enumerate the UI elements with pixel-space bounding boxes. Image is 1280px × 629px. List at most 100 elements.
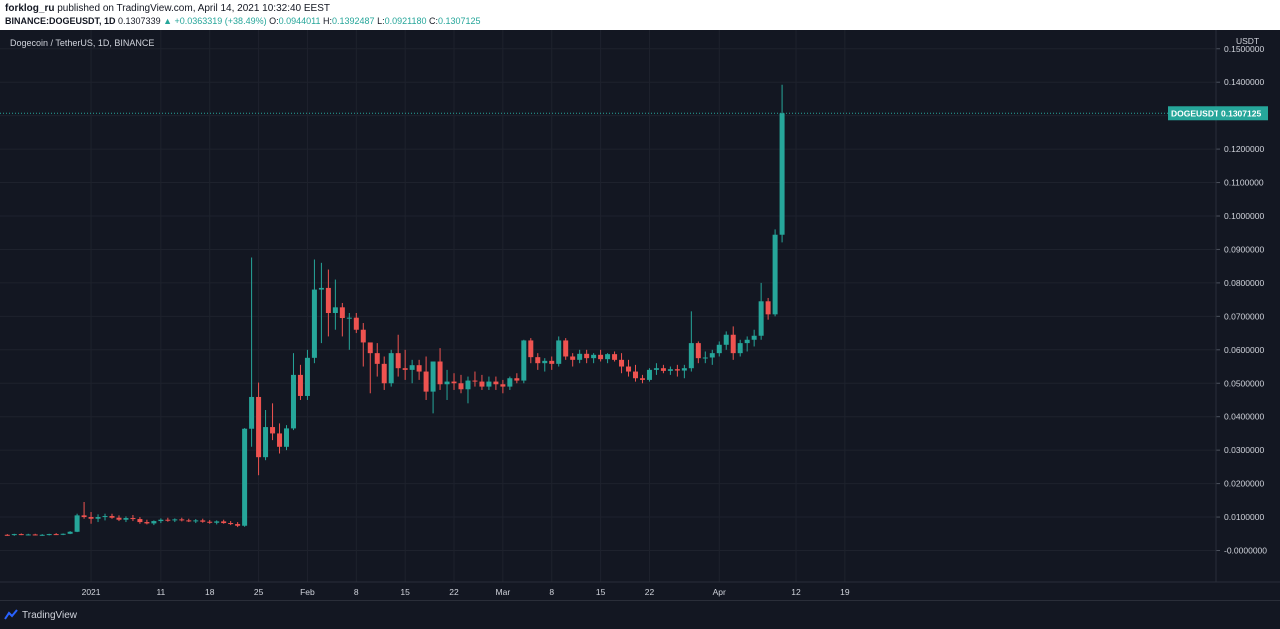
open-value: 0.0944011 — [278, 16, 321, 26]
candle-body — [591, 354, 597, 359]
candle-body — [646, 369, 652, 380]
y-axis-tick-label: 0.0700000 — [1224, 311, 1264, 321]
candle-body — [612, 354, 618, 360]
y-axis-tick-label: 0.0300000 — [1224, 445, 1264, 455]
candle-body — [151, 521, 157, 524]
candle-body — [81, 515, 87, 518]
candle-body — [256, 396, 262, 458]
candle-body — [207, 521, 213, 523]
candle-body — [695, 343, 701, 359]
x-axis-tick-label: 25 — [254, 587, 264, 597]
candle-body — [228, 523, 234, 525]
candle-body — [130, 518, 136, 520]
y-axis-tick-label: 0.0800000 — [1224, 278, 1264, 288]
candle-body — [39, 534, 45, 536]
chart-title: Dogecoin / TetherUS, 1D, BINANCE — [10, 38, 155, 48]
candle-body — [542, 360, 548, 364]
candle-body — [102, 516, 108, 518]
candle-body — [709, 353, 715, 358]
candle-body — [465, 380, 471, 390]
candle-body — [109, 516, 115, 518]
candle-body — [11, 534, 17, 536]
candle-body — [235, 524, 241, 526]
ohlc-legend: BINANCE:DOGEUSDT, 1D 0.1307339 ▲ +0.0363… — [5, 16, 481, 26]
y-axis-tick-label: 0.0600000 — [1224, 345, 1264, 355]
candle-body — [514, 378, 520, 381]
candle-body — [74, 515, 80, 532]
candle-body — [95, 517, 101, 519]
candle-body — [381, 363, 387, 384]
y-axis-tick-label: 0.1500000 — [1224, 44, 1264, 54]
x-axis-tick-label: 8 — [354, 587, 359, 597]
candle-body — [193, 520, 199, 522]
x-axis-tick-label: 18 — [205, 587, 215, 597]
low-label: L: — [377, 16, 385, 26]
candle-body — [144, 522, 150, 524]
candle-body — [758, 301, 764, 336]
y-axis-tick-label: 0.1200000 — [1224, 144, 1264, 154]
candle-body — [598, 354, 604, 360]
candle-body — [179, 519, 185, 521]
candle-body — [667, 369, 673, 371]
candle-body — [660, 368, 666, 371]
tradingview-brand[interactable]: TradingView — [22, 610, 78, 621]
candle-body — [563, 340, 569, 357]
candle-body — [493, 381, 499, 385]
x-axis-tick-label: Feb — [300, 587, 315, 597]
price-tag — [1218, 106, 1268, 121]
symbol-tag-label: DOGEUSDT — [1171, 108, 1220, 118]
candle-body — [619, 359, 625, 367]
candle-body — [528, 340, 534, 358]
candle-body — [200, 520, 206, 522]
symbol-interval: BINANCE:DOGEUSDT, 1D — [5, 16, 116, 26]
chart-pane[interactable]: 0.15000000.14000000.13000000.12000000.11… — [0, 30, 1280, 600]
candle-body — [479, 381, 485, 387]
candle-body — [263, 427, 269, 458]
publish-text: published on TradingView.com, April 14, … — [57, 3, 331, 14]
candle-body — [458, 383, 464, 390]
candle-body — [605, 354, 611, 360]
candle-body — [549, 360, 555, 364]
candle-body — [570, 356, 576, 360]
y-axis-tick-label: 0.1100000 — [1224, 178, 1264, 188]
candle-body — [535, 357, 541, 364]
x-axis-tick-label: 19 — [840, 587, 850, 597]
candle-body — [416, 365, 422, 372]
author-name[interactable]: forklog_ru — [5, 3, 55, 14]
candlestick-chart[interactable]: 0.15000000.14000000.13000000.12000000.11… — [0, 30, 1280, 600]
candle-body — [186, 520, 192, 522]
candle-body — [277, 433, 283, 447]
candle-body — [53, 534, 59, 536]
x-axis-tick-label: 15 — [400, 587, 410, 597]
y-axis-tick-label: 0.0400000 — [1224, 412, 1264, 422]
candle-body — [311, 289, 317, 358]
low-value: 0.0921180 — [384, 16, 427, 26]
high-label: H: — [323, 16, 333, 26]
candle-body — [353, 317, 359, 330]
candle-body — [284, 428, 289, 447]
candle-body — [242, 428, 248, 526]
footer-bar: TradingView — [0, 600, 1280, 629]
candle-body — [137, 519, 143, 523]
close-label: C: — [429, 16, 438, 26]
candle-body — [88, 517, 94, 519]
candle-body — [165, 519, 171, 521]
x-axis-tick-label: 11 — [156, 587, 165, 597]
candle-body — [472, 380, 478, 382]
candle-body — [214, 521, 220, 523]
x-axis-tick-label: 12 — [791, 587, 801, 597]
candle-body — [765, 301, 771, 315]
candle-body — [507, 378, 513, 387]
x-axis-tick-label: Mar — [496, 587, 511, 597]
candle-body — [521, 340, 527, 381]
candle-body — [270, 427, 276, 434]
candle-body — [67, 531, 73, 534]
candle-body — [716, 344, 722, 354]
candle-body — [116, 517, 122, 520]
y-axis-tick-label: 0.0500000 — [1224, 378, 1264, 388]
tradingview-logo-icon — [4, 609, 18, 620]
candle-body — [556, 340, 562, 364]
candle-body — [409, 365, 415, 370]
candle-body — [402, 368, 408, 370]
candle-body — [751, 335, 757, 340]
